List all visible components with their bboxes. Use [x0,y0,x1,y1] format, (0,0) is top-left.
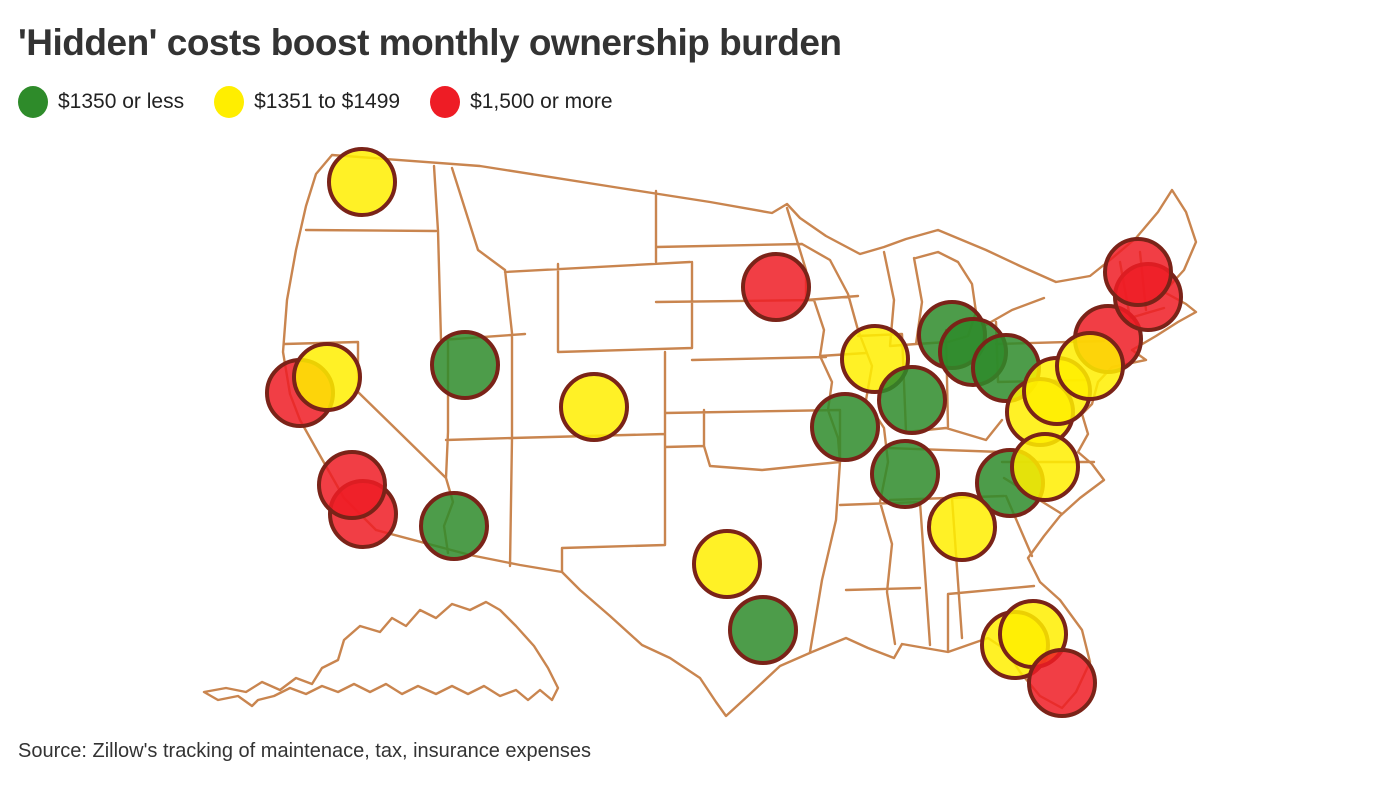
legend-label-mid: $1351 to $1499 [254,90,401,113]
map-point-6 [419,491,489,561]
map-point-14 [728,595,798,665]
map-point-2 [292,342,362,412]
map-point-23 [1103,237,1173,307]
map-point-10 [810,392,880,462]
map-point-26 [927,492,997,562]
map-point-8 [741,252,811,322]
map-point-4 [317,450,387,520]
source-note: Source: Zillow's tracking of maintenace,… [18,740,591,762]
map-point-21 [1055,331,1125,401]
map-point-5 [430,330,500,400]
alaska-outline [202,600,560,708]
green-dot-icon [18,86,48,118]
map-point-25 [1010,432,1080,502]
map-points-layer [265,147,1183,718]
map-point-0 [327,147,397,217]
legend-item-low: $1350 or less [18,86,184,118]
legend-label-high: $1,500 or more [470,90,613,113]
map-point-11 [877,365,947,435]
map-point-12 [870,439,940,509]
legend-label-low: $1350 or less [58,90,185,113]
legend-item-high: $1,500 or more [430,86,613,118]
map-point-29 [1027,648,1097,718]
yellow-dot-icon [214,86,245,118]
page-title: 'Hidden' costs boost monthly ownership b… [18,22,842,63]
map-point-13 [692,529,762,599]
legend: $1350 or less $1351 to $1499 $1,500 or m… [18,86,613,118]
red-dot-icon [430,86,461,118]
map-point-7 [559,372,629,442]
legend-item-mid: $1351 to $1499 [214,86,400,118]
